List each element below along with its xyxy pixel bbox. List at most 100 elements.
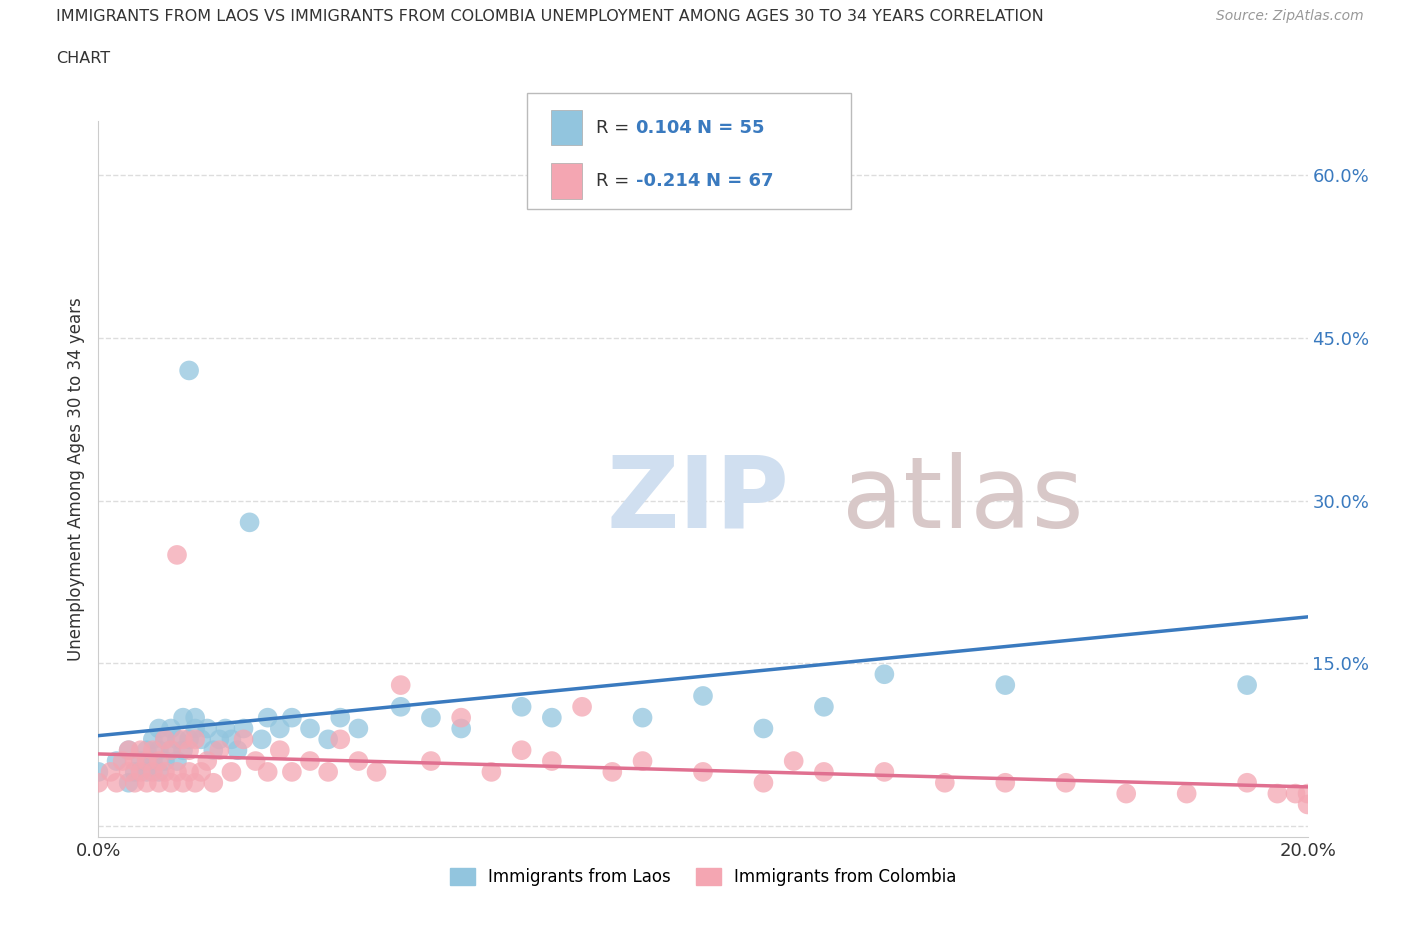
- Point: [540, 711, 562, 725]
- Point: [202, 743, 225, 758]
- Point: [135, 764, 157, 779]
- Text: R =: R =: [596, 119, 636, 137]
- Text: ZIP: ZIP: [606, 452, 789, 549]
- Point: [166, 753, 188, 768]
- Point: [299, 721, 322, 736]
- Point: [281, 711, 304, 725]
- Point: [166, 548, 188, 563]
- Point: [329, 732, 352, 747]
- Point: [813, 764, 835, 779]
- Point: [602, 764, 624, 779]
- Point: [160, 721, 183, 736]
- Point: [1236, 678, 1258, 693]
- Y-axis label: Unemployment Among Ages 30 to 34 years: Unemployment Among Ages 30 to 34 years: [66, 297, 84, 661]
- Point: [873, 764, 896, 779]
- Point: [148, 753, 170, 768]
- Point: [105, 753, 128, 768]
- Point: [1236, 776, 1258, 790]
- Point: [934, 776, 956, 790]
- Text: -0.214: -0.214: [636, 172, 700, 190]
- Point: [510, 743, 533, 758]
- Point: [873, 667, 896, 682]
- Point: [226, 743, 249, 758]
- Point: [87, 776, 110, 790]
- Point: [124, 764, 146, 779]
- Text: CHART: CHART: [56, 51, 110, 66]
- Text: IMMIGRANTS FROM LAOS VS IMMIGRANTS FROM COLOMBIA UNEMPLOYMENT AMONG AGES 30 TO 3: IMMIGRANTS FROM LAOS VS IMMIGRANTS FROM …: [56, 9, 1045, 24]
- Point: [148, 721, 170, 736]
- Point: [232, 732, 254, 747]
- Text: N = 67: N = 67: [706, 172, 773, 190]
- Point: [221, 732, 243, 747]
- Point: [256, 764, 278, 779]
- Point: [1115, 786, 1137, 801]
- Text: 0.104: 0.104: [636, 119, 692, 137]
- Legend: Immigrants from Laos, Immigrants from Colombia: Immigrants from Laos, Immigrants from Co…: [443, 861, 963, 893]
- Point: [783, 753, 806, 768]
- Point: [420, 753, 443, 768]
- Point: [160, 743, 183, 758]
- Point: [184, 721, 207, 736]
- Point: [450, 721, 472, 736]
- Point: [1296, 786, 1319, 801]
- Text: Source: ZipAtlas.com: Source: ZipAtlas.com: [1216, 9, 1364, 23]
- Point: [281, 764, 304, 779]
- Point: [172, 743, 194, 758]
- Point: [160, 743, 183, 758]
- Point: [540, 753, 562, 768]
- Point: [184, 776, 207, 790]
- Point: [1267, 786, 1289, 801]
- Point: [250, 732, 273, 747]
- Point: [1175, 786, 1198, 801]
- Point: [166, 732, 188, 747]
- Point: [153, 732, 176, 747]
- Point: [142, 732, 165, 747]
- Point: [269, 721, 291, 736]
- Point: [118, 764, 141, 779]
- Point: [366, 764, 388, 779]
- Point: [179, 363, 201, 378]
- Point: [221, 764, 243, 779]
- Point: [450, 711, 472, 725]
- Point: [118, 743, 141, 758]
- Point: [389, 699, 412, 714]
- Point: [135, 743, 157, 758]
- Point: [813, 699, 835, 714]
- Point: [202, 776, 225, 790]
- Point: [195, 753, 218, 768]
- Point: [1284, 786, 1306, 801]
- Point: [347, 721, 370, 736]
- Point: [111, 753, 134, 768]
- Point: [1296, 797, 1319, 812]
- Point: [129, 743, 152, 758]
- Point: [994, 678, 1017, 693]
- Point: [631, 753, 654, 768]
- Point: [153, 764, 176, 779]
- Point: [316, 732, 339, 747]
- Text: R =: R =: [596, 172, 636, 190]
- Point: [208, 732, 231, 747]
- Point: [692, 688, 714, 703]
- Point: [105, 776, 128, 790]
- Point: [420, 711, 443, 725]
- Point: [179, 764, 201, 779]
- Point: [752, 776, 775, 790]
- Point: [190, 732, 212, 747]
- Point: [232, 721, 254, 736]
- Point: [631, 711, 654, 725]
- Point: [245, 753, 267, 768]
- Point: [481, 764, 503, 779]
- Text: atlas: atlas: [842, 452, 1084, 549]
- Point: [135, 753, 157, 768]
- Point: [510, 699, 533, 714]
- Point: [172, 776, 194, 790]
- Point: [692, 764, 714, 779]
- Point: [148, 743, 170, 758]
- Point: [172, 732, 194, 747]
- Point: [214, 721, 236, 736]
- Point: [142, 753, 165, 768]
- Text: N = 55: N = 55: [697, 119, 765, 137]
- Point: [142, 743, 165, 758]
- Point: [160, 776, 183, 790]
- Point: [389, 678, 412, 693]
